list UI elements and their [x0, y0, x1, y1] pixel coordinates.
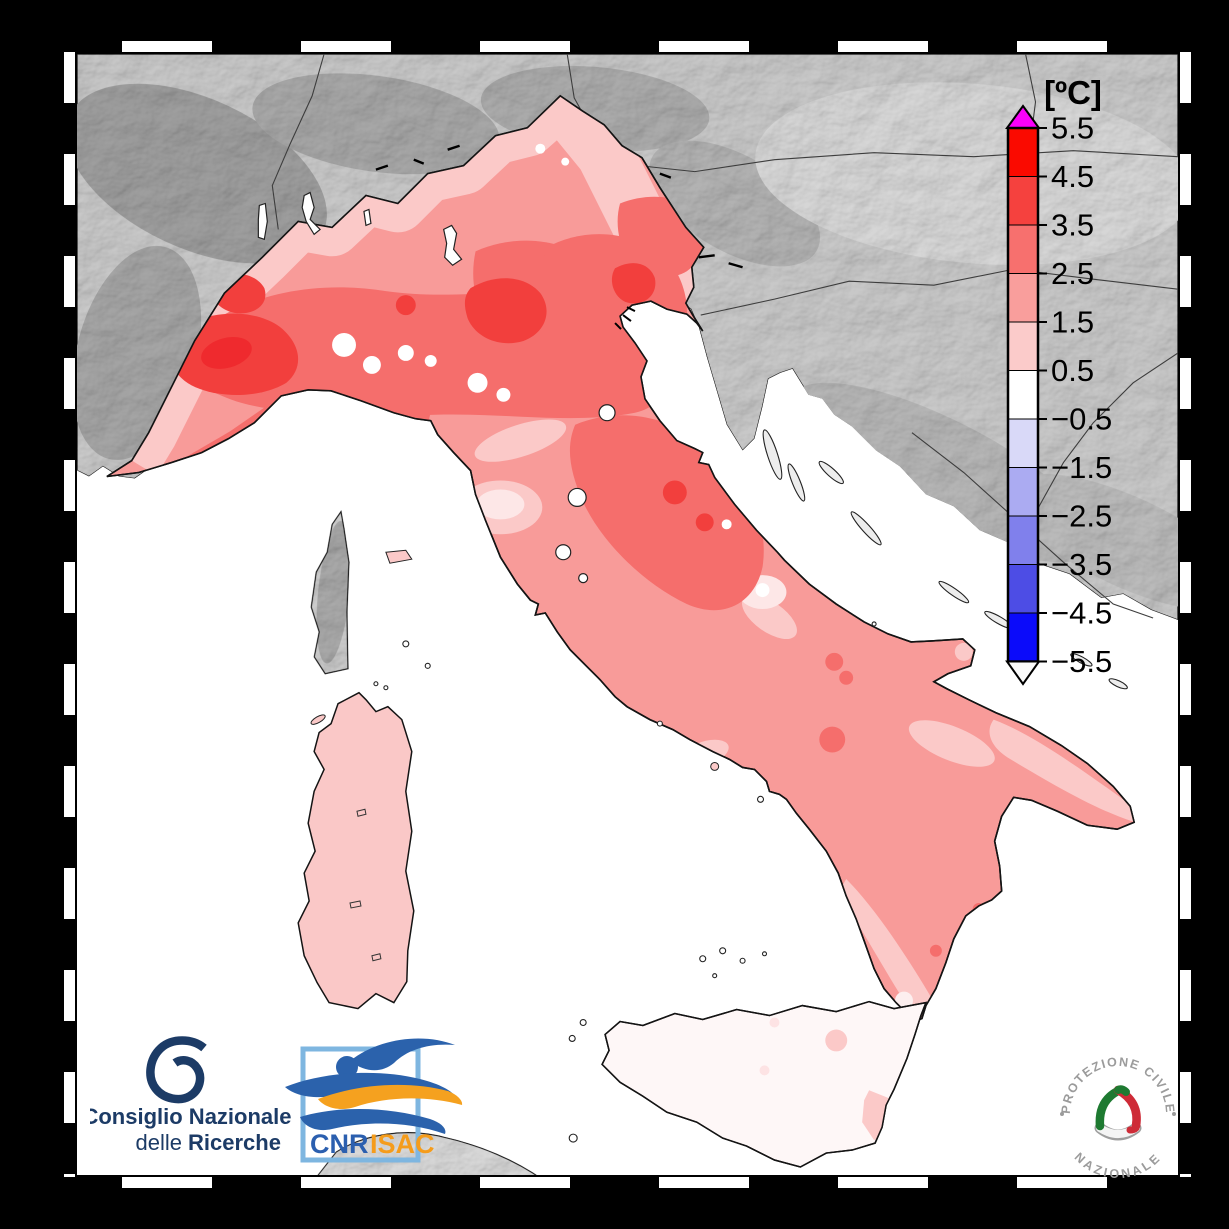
frame-ticks-left — [64, 52, 75, 1177]
cnr-name-line1: Consiglio Nazionale — [90, 1104, 292, 1129]
isac-bird-wing — [350, 1038, 455, 1071]
frame-ticks-bottom — [75, 1177, 1180, 1188]
lakes — [257, 191, 616, 584]
svg-text:4.5: 4.5 — [1051, 159, 1094, 194]
adriatic-islands — [762, 429, 1128, 690]
svg-text:−4.5: −4.5 — [1051, 596, 1112, 631]
colorbar-segments — [1007, 127, 1039, 662]
colorbar-over-arrow — [1005, 104, 1041, 129]
protezione-civile-logo: PROTEZIONE CIVILE NAZIONALE — [1040, 1040, 1200, 1190]
colorbar-ticks — [1038, 127, 1047, 663]
svg-text:−0.5: −0.5 — [1051, 402, 1112, 437]
isac-label-cnr: CNR — [310, 1129, 369, 1159]
italy-anomaly-map — [77, 54, 1178, 1175]
svg-text:−5.5: −5.5 — [1051, 644, 1112, 679]
pc-arc-bottom: NAZIONALE — [1072, 1150, 1165, 1181]
frame-ticks-right — [1180, 52, 1191, 1177]
isac-frame — [300, 1046, 421, 1163]
colorbar: [ºC] — [1000, 74, 1200, 728]
colorbar-labels: 5.5 4.5 3.5 2.5 1.5 0.5 −0.5 −1.5 −2.5 −… — [1051, 111, 1112, 680]
cnr-logo: Consiglio Nazionale delle Ricerche — [82, 1030, 330, 1170]
svg-text:−1.5: −1.5 — [1051, 450, 1112, 485]
isac-bird-head — [336, 1056, 358, 1078]
relief-terrain — [77, 54, 1178, 1175]
sicily-landmass — [601, 1000, 927, 1168]
sardinia-details — [349, 808, 382, 962]
pc-arc-top: PROTEZIONE CIVILE — [1059, 1055, 1177, 1115]
isac-label-isac: ISAC — [370, 1129, 435, 1159]
colorbar-under-arrow — [1005, 660, 1041, 686]
svg-text:1.5: 1.5 — [1051, 305, 1094, 340]
sardinia-landmass — [297, 691, 415, 1010]
pc-dot-right — [1172, 1112, 1176, 1116]
map-canvas — [75, 52, 1180, 1177]
pc-triskelion-icon — [1094, 1085, 1142, 1141]
svg-text:0.5: 0.5 — [1051, 353, 1094, 388]
minor-islands — [310, 549, 877, 1143]
cnr-name-line2a: delle — [136, 1130, 182, 1155]
isac-blue-wave-lower — [300, 1108, 446, 1134]
svg-text:2.5: 2.5 — [1051, 256, 1094, 291]
cnr-spiral-icon — [146, 1036, 207, 1104]
isac-blue-wave — [285, 1072, 456, 1098]
venice-lagoon — [614, 306, 636, 330]
svg-text:−2.5: −2.5 — [1051, 499, 1112, 534]
cnr-name-line2b: Ricerche — [188, 1130, 281, 1155]
pc-dot-left — [1060, 1112, 1064, 1116]
svg-text:3.5: 3.5 — [1051, 208, 1094, 243]
frame-ticks-top — [75, 41, 1180, 52]
svg-text:5.5: 5.5 — [1051, 111, 1094, 146]
colorbar-title: [ºC] — [1044, 78, 1102, 111]
isac-orange-wave — [318, 1084, 463, 1110]
svg-text:−3.5: −3.5 — [1051, 547, 1112, 582]
isac-logo: CNR ISAC — [270, 1035, 480, 1180]
